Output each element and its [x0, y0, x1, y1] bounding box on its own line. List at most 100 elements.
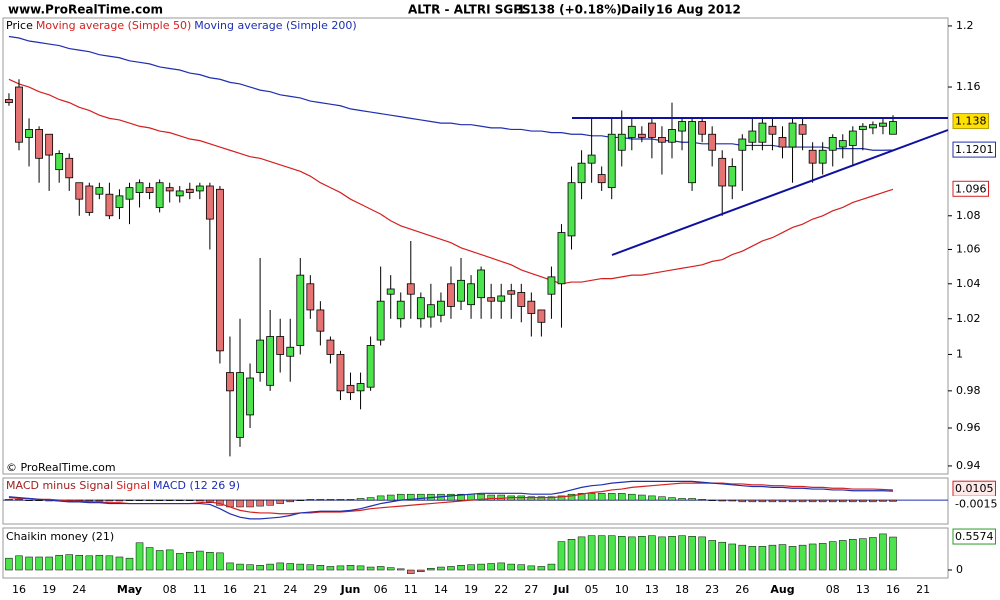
candle-body — [316, 309, 325, 332]
macd-legend: MACD minus Signal Signal MACD (12 26 9) — [6, 479, 240, 492]
y-tick-label: 1.2 — [956, 19, 974, 32]
last-value-box — [952, 495, 1000, 512]
bar — [828, 541, 837, 571]
bar — [537, 496, 546, 501]
bar — [25, 499, 33, 501]
moving-average-line — [8, 78, 894, 285]
bar — [889, 499, 897, 502]
bar — [135, 542, 144, 571]
candle-body — [366, 345, 375, 388]
bar — [306, 564, 315, 571]
bar — [869, 537, 877, 571]
bar — [798, 544, 807, 571]
bar — [266, 499, 274, 506]
bar — [557, 541, 566, 571]
bar — [839, 499, 847, 503]
bar — [889, 536, 897, 571]
candle-body — [768, 125, 777, 135]
candle-body — [205, 185, 214, 220]
candle-body — [65, 157, 74, 179]
candle-body — [336, 354, 345, 392]
bar — [175, 499, 184, 501]
bar — [768, 544, 777, 571]
candle-body — [45, 133, 54, 156]
x-tick-label: 11 — [404, 583, 418, 596]
plot-layer — [3, 35, 948, 574]
bar — [597, 493, 606, 501]
x-tick-label: 29 — [313, 583, 327, 596]
bar — [25, 556, 33, 571]
candle-body — [688, 121, 696, 184]
bar — [95, 554, 104, 571]
bar — [407, 569, 415, 574]
bar — [628, 536, 636, 571]
candle-body — [607, 133, 616, 189]
x-tick-label: 22 — [494, 583, 508, 596]
last-value-label: -0.0015 — [955, 497, 997, 510]
x-tick-label: 11 — [193, 583, 207, 596]
last-value-box — [952, 141, 996, 158]
candle-body — [678, 121, 686, 132]
bar — [698, 536, 706, 571]
bar — [477, 493, 485, 501]
bar — [206, 552, 214, 571]
candle-body — [286, 346, 295, 357]
x-tick-label: 26 — [735, 583, 749, 596]
candle-body — [708, 133, 717, 151]
candle-body — [557, 232, 566, 285]
x-tick-label: 16 — [223, 583, 237, 596]
y-tick-label: 0.98 — [956, 384, 981, 397]
bar — [708, 499, 716, 501]
bar — [869, 499, 877, 503]
candle-body — [627, 125, 636, 138]
bar — [678, 535, 686, 571]
candle-body — [748, 130, 757, 143]
bar — [879, 499, 887, 502]
bar — [145, 499, 154, 501]
bar — [618, 493, 626, 501]
last-value-label: 1.096 — [955, 182, 987, 195]
bar — [607, 535, 616, 571]
candle-body — [256, 339, 265, 373]
x-tick-label: 06 — [374, 583, 388, 596]
bar — [316, 499, 325, 501]
bar — [678, 498, 686, 501]
bar — [186, 499, 194, 501]
candle-body — [658, 137, 666, 143]
instrument-title: ALTR - ALTRI SGPS — [408, 3, 531, 17]
candle-body — [808, 149, 817, 164]
candle-body — [376, 300, 385, 341]
bar — [457, 565, 465, 571]
candle-body — [547, 276, 556, 295]
bar — [15, 499, 23, 501]
bar — [105, 499, 114, 502]
last-value-label: 1.1201 — [955, 143, 994, 156]
bar — [407, 493, 415, 501]
candle-body — [457, 279, 465, 302]
bar — [628, 493, 636, 501]
bar — [85, 555, 94, 571]
bar — [658, 536, 666, 571]
bar — [396, 568, 405, 571]
bar — [808, 543, 817, 571]
candle-body — [577, 162, 586, 184]
bar — [437, 566, 445, 571]
bar — [15, 555, 23, 571]
candle-body — [175, 190, 184, 197]
bar — [336, 565, 345, 571]
bar — [366, 566, 375, 571]
bar — [758, 546, 767, 571]
x-tick-label: 05 — [585, 583, 599, 596]
bar — [65, 554, 73, 571]
bar — [296, 563, 305, 571]
y-tick-label: 1.02 — [956, 312, 981, 325]
bar — [467, 493, 475, 501]
copyright: © ProRealTime.com — [6, 461, 116, 474]
bar — [266, 563, 274, 571]
bar — [607, 493, 616, 501]
candle-body — [567, 182, 576, 237]
bar — [105, 555, 114, 571]
bar — [346, 499, 355, 501]
bar — [286, 563, 294, 571]
x-tick-label: Aug — [770, 583, 794, 596]
